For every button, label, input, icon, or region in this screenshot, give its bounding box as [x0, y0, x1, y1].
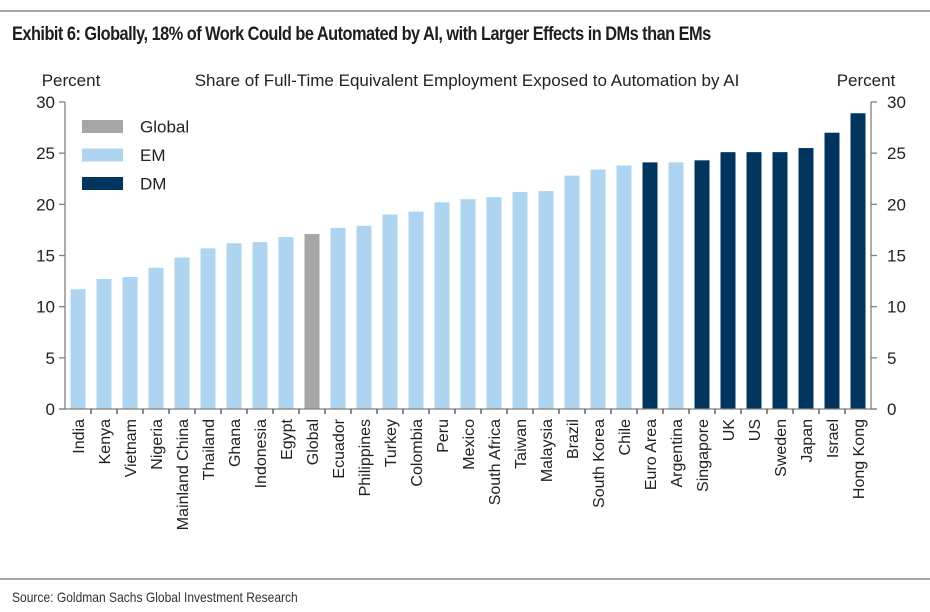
y-tick-label-left: 15: [36, 247, 55, 266]
bar-nigeria: [148, 267, 164, 409]
x-tick-label: South Korea: [591, 419, 608, 508]
x-tick-label: Argentina: [669, 419, 686, 488]
bar-global: [304, 234, 320, 409]
legend-swatch-global: [82, 120, 123, 133]
x-tick-label: Nigeria: [149, 419, 166, 470]
x-tick-label: Mainland China: [175, 419, 192, 530]
x-tick-label: Egypt: [279, 418, 296, 459]
bar-taiwan: [512, 192, 528, 409]
y-tick-label-right: 0: [887, 400, 896, 419]
x-tick-label: Ecuador: [331, 418, 348, 478]
bar-vietnam: [122, 276, 138, 409]
x-tick-label: Indonesia: [253, 419, 270, 488]
legend-swatch-dm: [82, 177, 123, 190]
bar-malaysia: [538, 191, 554, 409]
x-tick-label: Turkey: [383, 419, 400, 467]
y-tick-label-right: 10: [887, 298, 906, 317]
y-tick-label-left: 5: [46, 349, 55, 368]
x-tick-label: Global: [305, 419, 322, 465]
bar-sweden: [772, 152, 788, 409]
bar-hong-kong: [850, 113, 866, 409]
top-rule: [0, 10, 930, 12]
y-tick-label-right: 20: [887, 195, 906, 214]
x-tick-label: UK: [721, 419, 738, 442]
bar-indonesia: [252, 242, 268, 409]
bar-egypt: [278, 237, 294, 409]
bar-peru: [434, 202, 450, 409]
x-tick-label: Brazil: [565, 419, 582, 459]
x-tick-label: Hong Kong: [851, 419, 868, 499]
y-tick-label-right: 25: [887, 144, 906, 163]
x-tick-label: Euro Area: [643, 419, 660, 490]
bar-colombia: [408, 211, 424, 409]
bar-brazil: [564, 175, 580, 409]
x-tick-label: Taiwan: [513, 419, 530, 469]
bar-singapore: [694, 160, 710, 409]
x-tick-label: Chile: [617, 419, 634, 456]
x-tick-label: Philippines: [357, 419, 374, 496]
bar-mainland-china: [174, 257, 190, 409]
y-tick-label-left: 25: [36, 144, 55, 163]
x-tick-label: Sweden: [773, 419, 790, 477]
y-tick-label-left: 20: [36, 195, 55, 214]
bar-ghana: [226, 243, 242, 409]
bar-uk: [720, 152, 736, 409]
bar-israel: [824, 132, 840, 409]
y-tick-label-left: 30: [36, 93, 55, 112]
x-tick-label: Vietnam: [123, 419, 140, 477]
x-tick-label: Ghana: [227, 419, 244, 467]
x-tick-label: India: [71, 419, 88, 454]
bar-kenya: [96, 279, 112, 409]
y-tick-label-left: 10: [36, 298, 55, 317]
chart-title: Share of Full-Time Equivalent Employment…: [195, 71, 740, 90]
y-tick-label-left: 0: [46, 400, 55, 419]
y-axis-label-right: Percent: [837, 71, 896, 90]
y-axis-label-left: Percent: [42, 71, 101, 90]
x-tick-label: Japan: [799, 419, 816, 463]
x-tick-label: US: [747, 419, 764, 441]
bottom-rule: [0, 578, 930, 580]
bar-japan: [798, 148, 814, 410]
bar-mexico: [460, 199, 476, 409]
x-tick-label: Mexico: [461, 419, 478, 470]
bar-south-korea: [590, 169, 606, 409]
bar-chile: [616, 165, 632, 409]
legend: Global EM DM: [82, 118, 189, 194]
bar-turkey: [382, 214, 398, 409]
x-tick-label: Kenya: [97, 419, 114, 464]
x-tick-label: Thailand: [201, 419, 218, 480]
bar-philippines: [356, 225, 372, 409]
bar-ecuador: [330, 227, 346, 409]
x-tick-label: Malaysia: [539, 419, 556, 482]
bar-thailand: [200, 248, 216, 409]
x-tick-label: Colombia: [409, 419, 426, 487]
bar-euro-area: [642, 162, 658, 409]
legend-label-em: EM: [140, 146, 166, 165]
y-tick-label-right: 30: [887, 93, 906, 112]
y-tick-label-right: 15: [887, 247, 906, 266]
bar-chart: Percent Share of Full-Time Equivalent Em…: [36, 71, 906, 530]
y-tick-label-right: 5: [887, 349, 896, 368]
legend-swatch-em: [82, 148, 123, 162]
x-tick-label: Israel: [825, 419, 842, 458]
source-note: Source: Goldman Sachs Global Investment …: [12, 589, 298, 605]
bar-india: [70, 289, 86, 409]
x-tick-labels: India Kenya Vietnam Nigeria Mainland China Th…: [71, 418, 868, 530]
x-tick-label: Peru: [435, 419, 452, 453]
exhibit-title: Exhibit 6: Globally, 18% of Work Could b…: [12, 24, 711, 45]
legend-label-global: Global: [140, 118, 189, 137]
axes-group: 0 0 5 5 10 10 15 15 20 20 25 25 30 30: [36, 93, 906, 419]
bar-argentina: [668, 162, 684, 409]
bars-group: [70, 113, 866, 410]
bar-us: [746, 152, 762, 409]
x-tick-label: South Africa: [487, 419, 504, 505]
x-tick-label: Singapore: [695, 419, 712, 492]
legend-label-dm: DM: [140, 175, 166, 194]
bar-south-africa: [486, 197, 502, 409]
